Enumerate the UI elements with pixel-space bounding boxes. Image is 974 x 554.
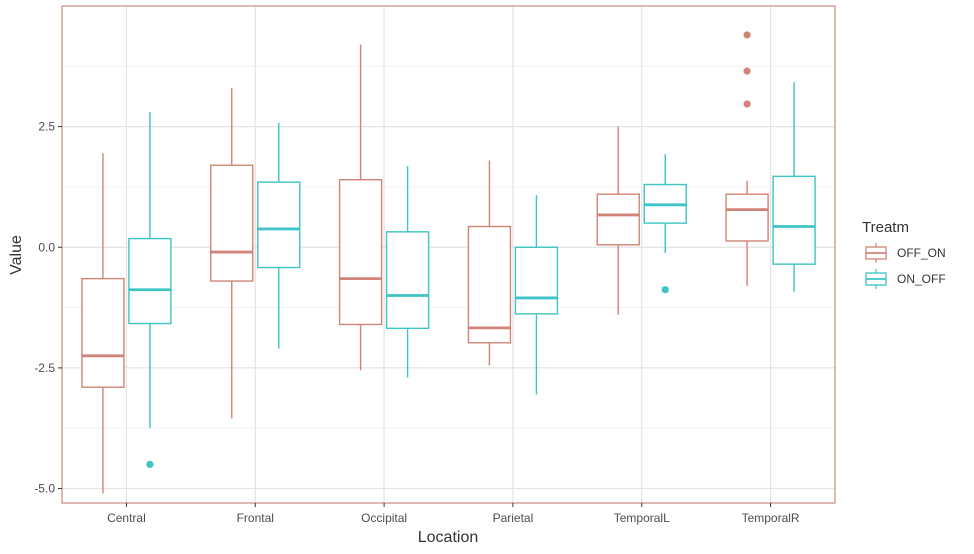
box-ON_OFF-TemporalL — [643, 154, 687, 294]
box-OFF_ON-Occipital — [338, 44, 383, 371]
box-rect — [725, 193, 769, 242]
x-tick-label: Parietal — [493, 511, 534, 525]
outlier-point — [743, 31, 751, 39]
outlier-point — [661, 286, 669, 294]
box-ON_OFF-TemporalR — [772, 82, 816, 292]
y-tick-label: 0.0 — [38, 240, 55, 254]
y-tick-label: 2.5 — [38, 120, 55, 134]
panel-border — [61, 5, 836, 504]
box-rect — [596, 193, 640, 246]
box-OFF_ON-Central — [81, 153, 125, 494]
box-OFF_ON-Frontal — [210, 88, 254, 419]
legend-item-ON_OFF: ON_OFF — [865, 269, 946, 289]
box-OFF_ON-Parietal — [467, 160, 512, 366]
box-OFF_ON-TemporalR — [725, 31, 769, 286]
box-rect — [257, 181, 301, 269]
y-tick-label: -5.0 — [34, 482, 55, 496]
box-OFF_ON-TemporalL — [596, 126, 640, 315]
box-ON_OFF-Central — [128, 112, 172, 468]
box-rect — [338, 179, 383, 326]
box-ON_OFF-Frontal — [257, 122, 301, 349]
x-tick-label: TemporalR — [742, 511, 800, 525]
box-rect — [514, 246, 559, 315]
box-rect — [128, 237, 172, 325]
legend-item-OFF_ON: OFF_ON — [865, 243, 946, 263]
box-rect — [210, 164, 254, 282]
boxplots — [81, 31, 816, 494]
x-tick-label: Occipital — [361, 511, 407, 525]
box-rect — [772, 175, 816, 265]
axes: -5.0 -2.5 0.0 2.5 Central Frontal Occipital Par… — [34, 120, 800, 525]
box-ON_OFF-Occipital — [385, 166, 430, 378]
y-axis-title: Value — [8, 235, 25, 275]
x-tick-label: Central — [107, 511, 146, 525]
grid-lines — [62, 6, 835, 503]
outlier-point — [743, 100, 751, 108]
legend-title: Treatm — [862, 219, 909, 236]
legend-label: ON_OFF — [897, 272, 946, 286]
box-rect — [467, 225, 512, 344]
box-ON_OFF-Parietal — [514, 195, 559, 395]
y-tick-label: -2.5 — [34, 361, 55, 375]
box-rect — [385, 231, 430, 330]
outlier-point — [743, 67, 751, 75]
legend: Treatm OFF_ON ON_OFF — [862, 219, 946, 289]
legend-label: OFF_ON — [897, 246, 946, 260]
x-tick-label: TemporalL — [614, 511, 670, 525]
x-tick-label: Frontal — [237, 511, 274, 525]
outlier-point — [146, 460, 154, 468]
box-rect — [81, 277, 125, 388]
x-axis-title: Location — [418, 529, 479, 546]
